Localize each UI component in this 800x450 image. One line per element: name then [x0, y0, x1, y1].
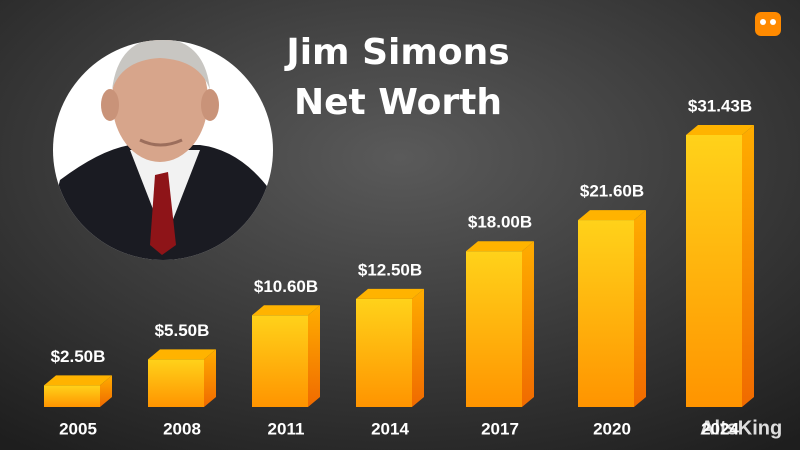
x-tick-label: 2005 — [59, 419, 97, 438]
x-tick-label: 2024 — [701, 419, 739, 438]
value-label: $18.00B — [468, 213, 532, 232]
watermark: AltsKing — [700, 417, 782, 439]
bar-top — [686, 125, 754, 135]
bar-top — [252, 305, 320, 316]
logo-eye — [760, 19, 766, 25]
value-label: $10.60B — [254, 277, 318, 296]
bar-top — [466, 241, 534, 252]
portrait — [53, 40, 273, 260]
bar — [356, 298, 412, 407]
chart-title: Jim Simons Net Worth — [286, 32, 510, 123]
x-tick-label: 2017 — [481, 419, 519, 438]
bar-side — [204, 349, 216, 407]
bar-top — [356, 288, 424, 299]
bar — [466, 251, 522, 407]
bar — [686, 135, 742, 407]
x-tick-label: 2008 — [163, 419, 201, 438]
bar — [252, 315, 308, 407]
logo-eye — [770, 19, 776, 25]
value-label: $5.50B — [155, 321, 210, 340]
value-label: $2.50B — [51, 347, 106, 366]
bar-top — [578, 210, 646, 221]
bar-side — [742, 125, 754, 407]
value-label: $12.50B — [358, 260, 422, 279]
logo-icon — [755, 12, 781, 36]
bar — [44, 385, 100, 407]
bar-top — [148, 349, 216, 360]
value-label: $21.60B — [580, 182, 644, 201]
bar-side — [634, 210, 646, 407]
x-tick-label: 2011 — [268, 419, 305, 438]
x-tick-label: 2014 — [371, 419, 409, 438]
bar — [578, 220, 634, 407]
bar-side — [100, 375, 112, 407]
bar-side — [412, 288, 424, 407]
bar-top — [44, 375, 112, 386]
bar-side — [522, 241, 534, 407]
bar-side — [308, 305, 320, 407]
x-tick-label: 2020 — [593, 419, 631, 438]
value-label: $31.43B — [688, 96, 752, 115]
bar — [148, 359, 204, 407]
